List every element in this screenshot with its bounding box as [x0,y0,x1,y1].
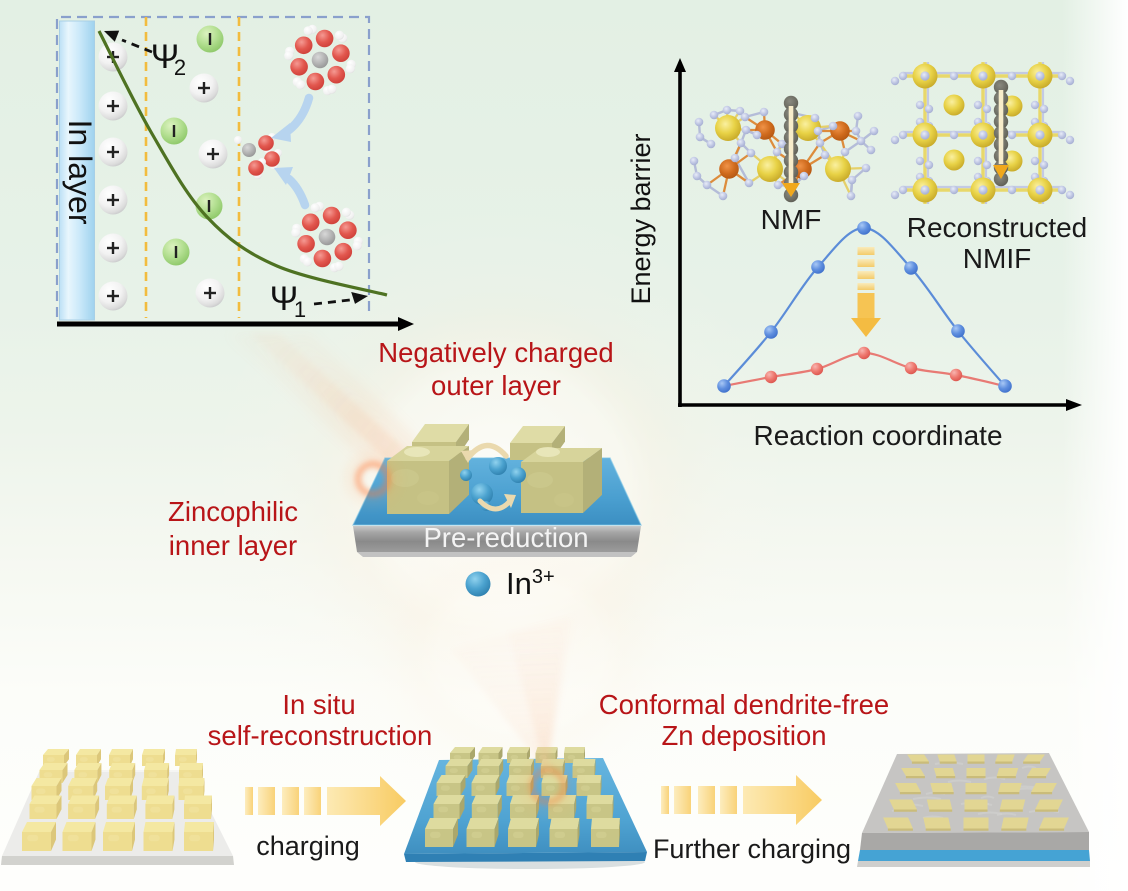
svg-text:Pre-reduction: Pre-reduction [423,522,588,553]
svg-text:self-reconstruction: self-reconstruction [208,720,433,751]
svg-text:In situ: In situ [282,689,355,720]
svg-text:outer layer: outer layer [431,370,561,401]
svg-text:Reaction coordinate: Reaction coordinate [753,420,1002,451]
svg-text:Ψ: Ψ [151,38,179,76]
svg-text:NMF: NMF [761,204,822,235]
svg-text:1: 1 [294,297,306,322]
svg-text:In layer: In layer [62,120,98,225]
svg-text:NMIF: NMIF [963,243,1031,274]
svg-text:Reconstructed: Reconstructed [907,212,1088,243]
svg-text:Ψ: Ψ [270,280,298,318]
svg-text:Zn deposition: Zn deposition [661,720,826,751]
svg-text:charging: charging [256,831,360,861]
svg-text:Zincophilic: Zincophilic [168,496,298,527]
svg-text:Conformal dendrite-free: Conformal dendrite-free [599,689,889,720]
svg-text:Negatively charged: Negatively charged [378,337,613,368]
svg-text:2: 2 [174,55,186,80]
svg-text:Energy barrier: Energy barrier [626,133,656,304]
svg-text:Further charging: Further charging [653,834,851,864]
svg-text:inner layer: inner layer [169,530,297,561]
